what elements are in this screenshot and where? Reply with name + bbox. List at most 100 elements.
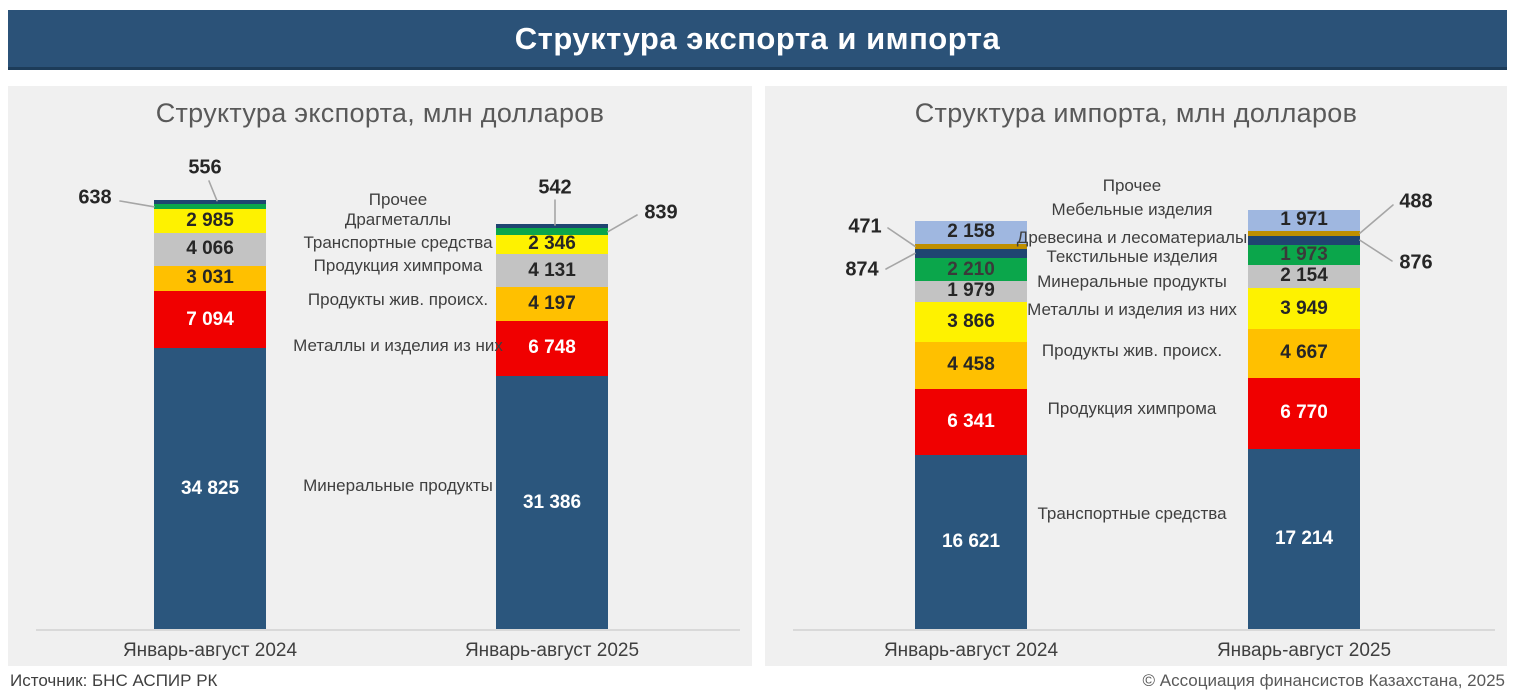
segment-value-label: 6 770	[1280, 402, 1328, 424]
segment-value-label: 17 214	[1274, 527, 1334, 549]
x-axis-category-label: Январь-август 2025	[464, 640, 640, 661]
bar-segment	[1248, 235, 1360, 245]
segment-value-label: 16 621	[941, 531, 1001, 553]
series-label: Минеральные продукты	[1037, 272, 1227, 291]
segment-value-label: 6 748	[528, 337, 576, 359]
callout-value-label: 488	[1399, 190, 1433, 213]
segment-value-label: 2 346	[528, 233, 576, 255]
bar-segment	[154, 199, 266, 205]
segment-value-label: 3 866	[947, 310, 995, 332]
callout-leader-line	[607, 214, 638, 233]
bar-segment	[1248, 288, 1360, 330]
bar-segment	[496, 287, 608, 322]
bar-segment	[496, 235, 608, 255]
bar-segment	[915, 301, 1027, 343]
bar-segment	[1248, 448, 1360, 629]
series-label: Продукты жив. происх.	[1041, 341, 1223, 360]
segment-value-label: 4 667	[1280, 342, 1328, 364]
segment-value-label: 4 197	[528, 293, 576, 315]
callout-value-label: 542	[538, 176, 572, 199]
bar-segment	[154, 290, 266, 348]
bar-segment	[154, 209, 266, 234]
page-title-bar: Структура экспорта и импорта	[8, 10, 1507, 70]
series-label: Транспортные средства	[1037, 504, 1227, 523]
callout-leader-line	[208, 180, 218, 202]
x-axis-category-label: Январь-август 2024	[883, 640, 1059, 661]
series-label: Продукты жив. происх.	[307, 290, 489, 309]
bar-segment	[154, 204, 266, 210]
x-axis-category-label: Январь-август 2024	[122, 640, 298, 661]
bar-segment	[1248, 265, 1360, 288]
segment-value-label: 1 979	[947, 280, 995, 302]
bar-segment	[915, 455, 1027, 629]
callout-value-label: 471	[848, 215, 882, 238]
bar-segment	[915, 342, 1027, 389]
segment-value-label: 31 386	[522, 491, 582, 513]
bar-segment	[915, 257, 1027, 282]
callout-value-label: 876	[1399, 251, 1433, 274]
segment-value-label: 2 210	[947, 258, 995, 280]
bar-segment	[496, 228, 608, 236]
series-label: Древесина и лесоматериалы	[1016, 228, 1248, 247]
export-chart-title: Структура экспорта, млн долларов	[155, 98, 605, 128]
bar-segment	[915, 221, 1027, 244]
segment-value-label: 6 341	[947, 410, 995, 432]
segment-value-label: 4 458	[947, 354, 995, 376]
segment-value-label: 3 031	[186, 267, 234, 289]
segment-value-label: 2 985	[186, 210, 234, 232]
bar-segment	[154, 233, 266, 267]
bar-segment	[915, 243, 1027, 249]
segment-value-label: 1 973	[1280, 243, 1328, 265]
import-chart-canvas: 2 158 2 210 1 979 3 866 4 458 6 341 16 621 Янва…	[765, 86, 1507, 666]
page-title: Структура экспорта и импорта	[514, 20, 1001, 56]
callout-leader-line	[887, 227, 916, 248]
bar-segment	[496, 321, 608, 376]
series-label: Продукция химпрома	[313, 256, 483, 275]
callout-leader-line	[885, 252, 916, 270]
import-chart-title: Структура импорта, млн долларов	[914, 98, 1358, 128]
series-label: Драгметаллы	[344, 210, 452, 229]
callout-lines	[119, 180, 638, 233]
callout-leader-line	[119, 200, 155, 208]
export-chart-canvas: 2 985 4 066 3 031 7 094 34 825 Январь-август …	[8, 86, 752, 666]
series-label: Металлы и изделия из них	[293, 336, 503, 355]
series-label: Текстильные изделия	[1046, 247, 1218, 266]
series-label: Мебельные изделия	[1051, 200, 1213, 219]
series-label: Прочее	[1102, 176, 1162, 195]
series-label: Прочее	[368, 190, 428, 209]
bar-segment	[496, 375, 608, 629]
segment-value-label: 3 949	[1280, 298, 1328, 319]
callout-value-label: 638	[78, 186, 112, 209]
bar-segment	[1248, 329, 1360, 379]
series-label: Минеральные продукты	[303, 476, 493, 495]
callout-leader-line	[1359, 239, 1393, 262]
callout-leader-line	[1359, 204, 1394, 234]
series-label: Транспортные средства	[303, 233, 493, 252]
bar-segment	[915, 281, 1027, 302]
bar-segment	[154, 347, 266, 629]
x-axis-category-label: Январь-август 2025	[1216, 640, 1392, 661]
bar-segment	[1248, 209, 1360, 231]
callout-value-label: 556	[188, 156, 222, 179]
bar-segment	[1248, 378, 1360, 449]
bar-segment	[496, 254, 608, 288]
series-label: Металлы и изделия из них	[1027, 300, 1237, 319]
bar-segment	[1248, 230, 1360, 236]
bar-segment	[496, 223, 608, 229]
x-axis-line	[793, 629, 1495, 631]
import-chart-panel: Структура импорта, млн долларов 2 158 2 2…	[765, 86, 1507, 666]
segment-value-label: 4 131	[528, 260, 576, 282]
callout-value-label: 839	[644, 201, 678, 224]
x-axis-line	[36, 629, 740, 631]
segment-value-label: 4 066	[186, 238, 234, 260]
segment-value-label: 2 154	[1280, 265, 1328, 287]
segment-value-label: 2 158	[947, 221, 995, 243]
bar-segment	[915, 248, 1027, 258]
bar-segment	[915, 388, 1027, 456]
series-label: Продукция химпрома	[1047, 399, 1217, 418]
segment-value-label: 34 825	[180, 477, 240, 499]
callout-value-label: 874	[845, 258, 879, 281]
bar-segment	[1248, 244, 1360, 266]
bar-segment	[154, 266, 266, 291]
